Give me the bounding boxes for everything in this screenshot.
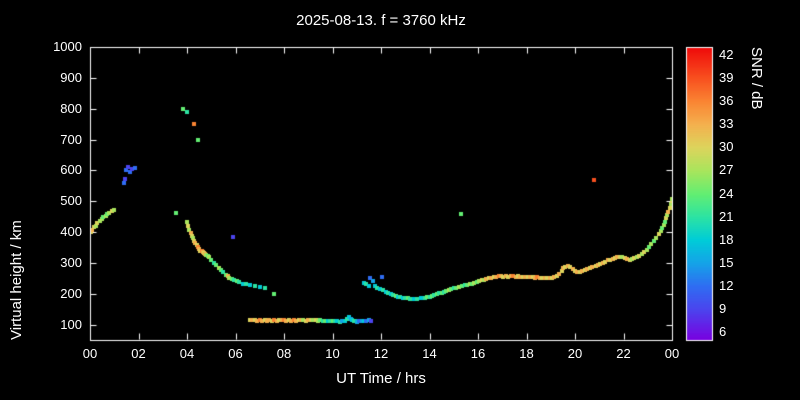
cb-tick-label: 9 xyxy=(719,301,727,317)
cb-tick-label: 30 xyxy=(719,139,734,155)
y-tick-label: 700 xyxy=(60,131,82,147)
y-tick-label: 600 xyxy=(60,162,82,178)
x-axis-label: UT Time / hrs xyxy=(336,370,426,387)
cb-tick-label: 33 xyxy=(719,116,734,132)
y-axis-label: Virtual height / km xyxy=(8,220,25,340)
cb-tick-label: 42 xyxy=(719,46,734,62)
cb-tick-label: 12 xyxy=(719,278,734,294)
x-tick-label: 06 xyxy=(228,346,243,361)
x-tick-label: 22 xyxy=(616,346,631,361)
chart-title: 2025-08-13. f = 3760 kHz xyxy=(296,12,466,29)
cb-tick-label: 24 xyxy=(719,185,734,201)
x-tick-label: 20 xyxy=(567,346,583,361)
cb-tick-label: 21 xyxy=(719,208,734,224)
x-tick-label: 08 xyxy=(276,346,292,361)
cb-tick-label: 36 xyxy=(719,92,734,108)
y-tick-label: 400 xyxy=(60,224,82,240)
y-tick-label: 100 xyxy=(60,316,82,332)
colorbar-label: SNR / dB xyxy=(748,47,765,110)
cb-tick-label: 27 xyxy=(719,162,734,178)
y-tick-label: 900 xyxy=(60,69,82,85)
cb-tick-label: 15 xyxy=(719,254,734,270)
y-tick-label: 800 xyxy=(60,100,82,116)
y-tick-label: 200 xyxy=(60,285,82,301)
cb-tick-label: 39 xyxy=(719,69,734,85)
x-tick-label: 14 xyxy=(422,346,437,361)
y-tick-label: 300 xyxy=(60,254,82,270)
x-tick-label: 02 xyxy=(131,346,146,361)
x-tick-label: 00 xyxy=(664,346,680,361)
cb-tick-label: 18 xyxy=(719,231,734,247)
x-tick-label: 04 xyxy=(179,346,195,361)
y-tick-label: 1000 xyxy=(53,39,82,54)
x-tick-label: 18 xyxy=(519,346,534,361)
y-tick-label: 500 xyxy=(60,193,82,209)
x-tick-label: 10 xyxy=(325,346,340,361)
x-tick-label: 12 xyxy=(373,346,389,361)
cb-tick-label: 6 xyxy=(719,324,727,340)
x-tick-label: 00 xyxy=(82,346,98,361)
x-tick-label: 16 xyxy=(470,346,486,361)
